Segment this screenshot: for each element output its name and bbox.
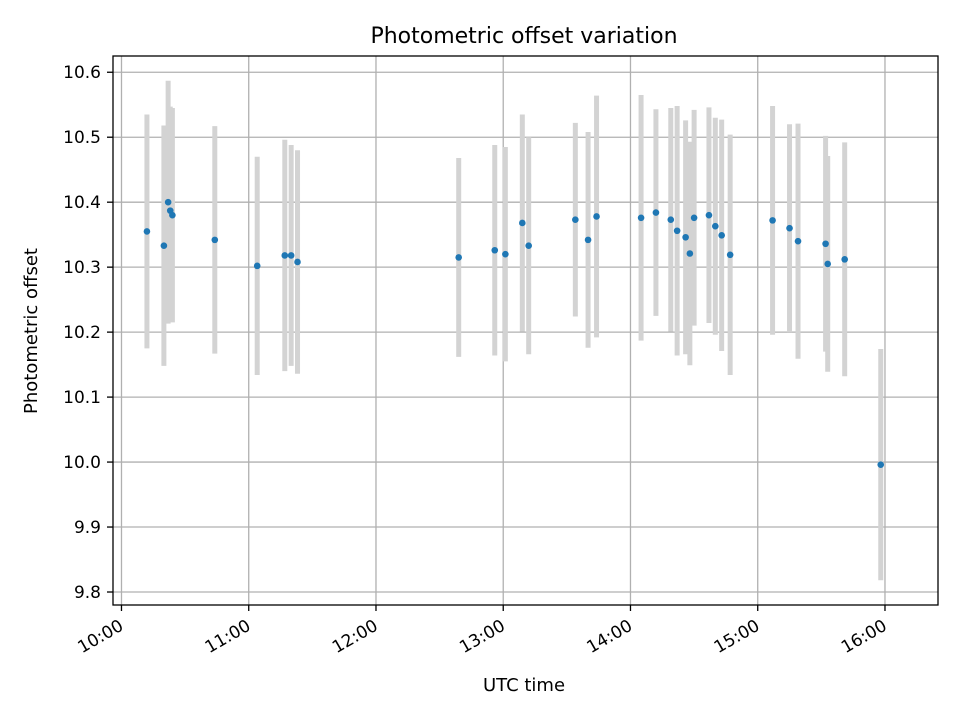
chart-title: Photometric offset variation <box>370 24 677 49</box>
x-tick-label: 13:00 <box>456 616 508 658</box>
data-point <box>525 242 532 250</box>
y-tick-label: 10.3 <box>63 258 101 278</box>
data-point <box>164 198 172 206</box>
x-tick-label: 10:00 <box>75 616 127 658</box>
data-point <box>822 240 829 248</box>
data-point <box>786 224 793 232</box>
data-point <box>877 461 885 468</box>
data-point <box>294 258 301 266</box>
point-layer <box>143 198 885 468</box>
data-point <box>281 252 289 259</box>
plot-frame <box>112 55 939 606</box>
data-point <box>726 251 734 259</box>
y-tick-label: 10.2 <box>63 323 101 343</box>
data-point <box>491 246 499 254</box>
tick-layer: 10:00 11:00 12:00 13:00 14:00 15:00 16:00 9.8 9.… <box>63 63 890 658</box>
data-point <box>519 219 526 227</box>
grid-layer <box>113 56 938 605</box>
data-point <box>584 236 592 244</box>
data-point <box>652 209 660 216</box>
data-point <box>160 242 168 250</box>
x-tick-label: 11:00 <box>202 616 254 658</box>
data-point <box>686 250 694 257</box>
x-axis-label: UTC time <box>483 675 565 696</box>
data-point <box>682 233 689 241</box>
data-point <box>455 254 462 261</box>
y-tick-label: 10.6 <box>63 63 101 83</box>
data-point <box>712 222 719 230</box>
data-point <box>705 211 713 219</box>
data-point <box>690 214 698 222</box>
y-tick-label: 10.4 <box>63 193 101 213</box>
y-tick-label: 9.9 <box>74 518 101 538</box>
data-point <box>287 252 295 259</box>
x-tick-label: 15:00 <box>711 616 763 658</box>
y-tick-label: 9.8 <box>74 583 101 603</box>
data-point <box>169 211 176 219</box>
y-tick-label: 10.0 <box>63 453 101 473</box>
data-point <box>769 217 776 224</box>
data-point <box>637 214 645 222</box>
data-point <box>253 262 261 270</box>
data-point <box>673 227 681 235</box>
data-point <box>211 236 219 244</box>
y-axis-label: Photometric offset <box>21 248 42 414</box>
data-point <box>143 228 151 235</box>
data-point <box>667 216 675 224</box>
data-point <box>824 260 832 268</box>
data-point <box>502 250 509 258</box>
x-tick-label: 16:00 <box>838 616 890 658</box>
data-point <box>572 216 579 224</box>
x-tick-label: 14:00 <box>584 616 636 658</box>
axes-layer <box>112 55 939 606</box>
data-point <box>841 256 848 263</box>
data-point <box>794 237 802 245</box>
data-point <box>718 232 725 239</box>
y-tick-label: 10.5 <box>63 128 101 148</box>
x-tick-label: 12:00 <box>329 616 381 658</box>
data-point <box>593 213 600 220</box>
errorbar-layer <box>144 80 884 581</box>
y-tick-label: 10.1 <box>63 388 101 408</box>
